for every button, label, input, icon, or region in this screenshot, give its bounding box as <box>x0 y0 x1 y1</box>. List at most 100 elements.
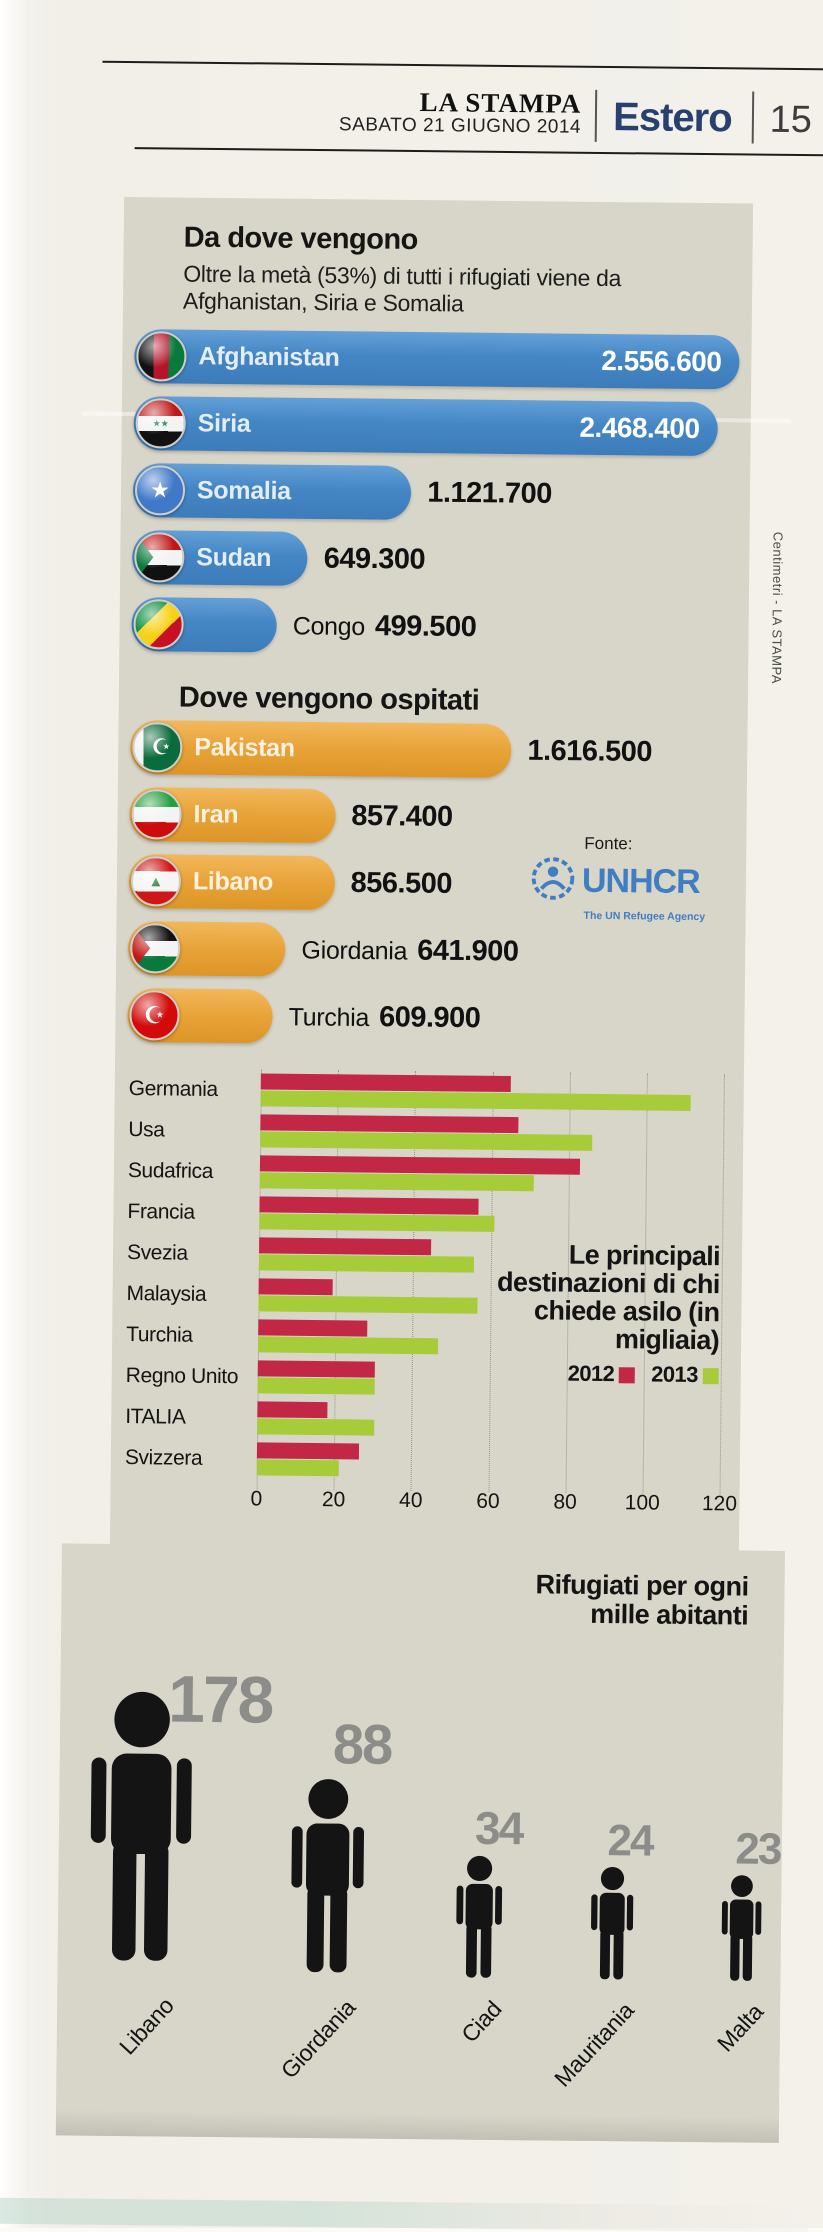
bar-annotation: 1.121.700 <box>427 477 552 511</box>
axis-tick-label: 120 <box>701 1492 738 1516</box>
bar-annotation: 649.300 <box>324 543 426 577</box>
asylum-row: Usa <box>128 1109 729 1156</box>
bar-pair <box>257 1401 726 1440</box>
country-label: Giordania <box>275 1994 361 2084</box>
bar-annotation: 856.500 <box>350 867 452 901</box>
legend-swatch <box>619 1367 636 1384</box>
country-label: Sudafrica <box>127 1158 214 1183</box>
bar-2012 <box>257 1360 376 1378</box>
bar-2012 <box>256 1442 359 1460</box>
person-icon <box>715 1873 767 1983</box>
asylum-chart: Germania Usa Sudafrica Francia Svezia Malaysi… <box>124 1068 737 1524</box>
value-label: 856.500 <box>350 867 453 901</box>
page-header: LA STAMPA SABATO 21 GIUGNO 2014 Estero 1… <box>7 74 823 157</box>
country-label: Regno Unito <box>125 1363 239 1388</box>
pictogram-item: 24 Mauritania <box>549 1816 653 2092</box>
country-label: Iran <box>193 800 239 829</box>
label-zone: Mauritania <box>549 1981 639 2091</box>
value-label: 499.500 <box>374 610 477 644</box>
pictogram-item: 23 Malta <box>712 1824 781 2056</box>
asylum-row: Svizzera <box>125 1437 726 1484</box>
axis-tick-label: 0 <box>250 1487 263 1511</box>
bar-2013 <box>258 1295 478 1314</box>
country-label: Usa <box>128 1117 165 1142</box>
axis-tick-label: 100 <box>624 1491 660 1515</box>
bar-2012 <box>258 1278 334 1296</box>
asylum-row: Francia <box>127 1191 728 1238</box>
asylum-row: Germania <box>129 1068 730 1115</box>
bar-pair <box>259 1196 728 1235</box>
bar-2012 <box>260 1114 519 1134</box>
bar-pair <box>256 1442 726 1481</box>
country-label: Libano <box>192 867 274 897</box>
refugee-bar-row: Somalia 1.121.700 <box>132 463 739 523</box>
bar-2012 <box>259 1237 432 1256</box>
person-icon <box>449 1854 508 1981</box>
legend-item: 2013 <box>651 1362 719 1388</box>
asylum-row: ITALIA <box>125 1396 726 1443</box>
bar-2013 <box>259 1172 534 1192</box>
country-label: Congo <box>292 612 366 642</box>
refugee-bar-row: Afghanistan 2.556.600 <box>134 329 740 390</box>
asylum-chart-title-text: Le principali destinazioni di chi chiede… <box>496 1239 721 1356</box>
country-label: Malaysia <box>126 1281 207 1306</box>
header-divider <box>751 91 754 144</box>
bar-annotation: Turchia 609.900 <box>289 1000 481 1035</box>
country-label: Afghanistan <box>198 342 340 372</box>
unhcr-logo: UNHCR <box>528 853 729 910</box>
country-label: Somalia <box>196 476 291 506</box>
chart-legend: 2012 2013 <box>459 1361 719 1388</box>
masthead: LA STAMPA SABATO 21 GIUGNO 2014 Estero 1… <box>117 75 823 153</box>
refugee-bar-row: Turchia 609.900 <box>127 988 733 1048</box>
page-number: 15 <box>769 98 813 142</box>
bar-2012 <box>259 1196 479 1215</box>
scan-artifact-band <box>0 2197 809 2232</box>
value-label: 857.400 <box>351 800 453 834</box>
bar-2013 <box>260 1090 691 1112</box>
bar-2012 <box>258 1319 368 1337</box>
bar-2013 <box>260 1131 593 1152</box>
country-label: Giordania <box>301 936 408 966</box>
header-divider <box>594 89 598 143</box>
value-label: 609.900 <box>378 1001 481 1035</box>
refugee-bar-row: Siria 2.468.400 <box>133 396 739 457</box>
value-label: 24 <box>607 1815 653 1866</box>
bar-pair <box>260 1073 730 1112</box>
agency-credit: Centimetri - LA STAMPA <box>769 531 786 685</box>
bar-2013 <box>256 1459 339 1477</box>
source-label: Fonte: <box>584 833 633 854</box>
bar-2013 <box>257 1336 438 1355</box>
country-label: Mauritania <box>549 1997 640 2092</box>
origin-bar-chart: Afghanistan 2.556.600 Siria 2.468.400 Somali… <box>131 329 740 657</box>
legend-swatch <box>702 1367 719 1385</box>
value-label: 23 <box>735 1824 781 1874</box>
pictogram-item: 34 Ciad <box>449 1802 523 2048</box>
refugee-bar-row: Sudan 649.300 <box>132 530 738 590</box>
country-label: Siria <box>197 409 251 438</box>
label-zone: Libano <box>75 1976 203 2060</box>
unhcr-wordmark: UNHCR <box>581 862 700 902</box>
country-label: Svizzera <box>124 1445 203 1470</box>
value-label: 34 <box>474 1801 523 1855</box>
bar-2013 <box>257 1377 375 1395</box>
bar-annotation: 1.616.500 <box>527 735 652 769</box>
asylum-chart-title: Le principali destinazioni di chi chiede… <box>459 1239 721 1388</box>
bar-annotation: Congo 499.500 <box>293 609 477 644</box>
value-label: 649.300 <box>323 542 426 576</box>
legend-label: 2012 <box>567 1361 615 1387</box>
bar-2013 <box>258 1254 474 1273</box>
bar-pair <box>260 1114 729 1153</box>
issue-date: SABATO 21 GIUGNO 2014 <box>338 114 582 139</box>
section-title: Estero <box>612 95 732 141</box>
unhcr-tagline: The UN Refugee Agency <box>583 909 706 924</box>
country-label: Sudan <box>196 543 272 573</box>
refugee-bar-row: Pakistan 1.616.500 <box>130 720 736 780</box>
country-label: ITALIA <box>125 1404 186 1429</box>
x-axis: 0 20 40 60 80 100 120 <box>250 1486 737 1521</box>
country-label: Libano <box>114 1992 179 2060</box>
legend-item: 2012 <box>567 1361 636 1387</box>
value-bar <box>130 720 512 779</box>
source-block: Fonte: UNHCR The UN Refugee Agency <box>528 833 729 923</box>
